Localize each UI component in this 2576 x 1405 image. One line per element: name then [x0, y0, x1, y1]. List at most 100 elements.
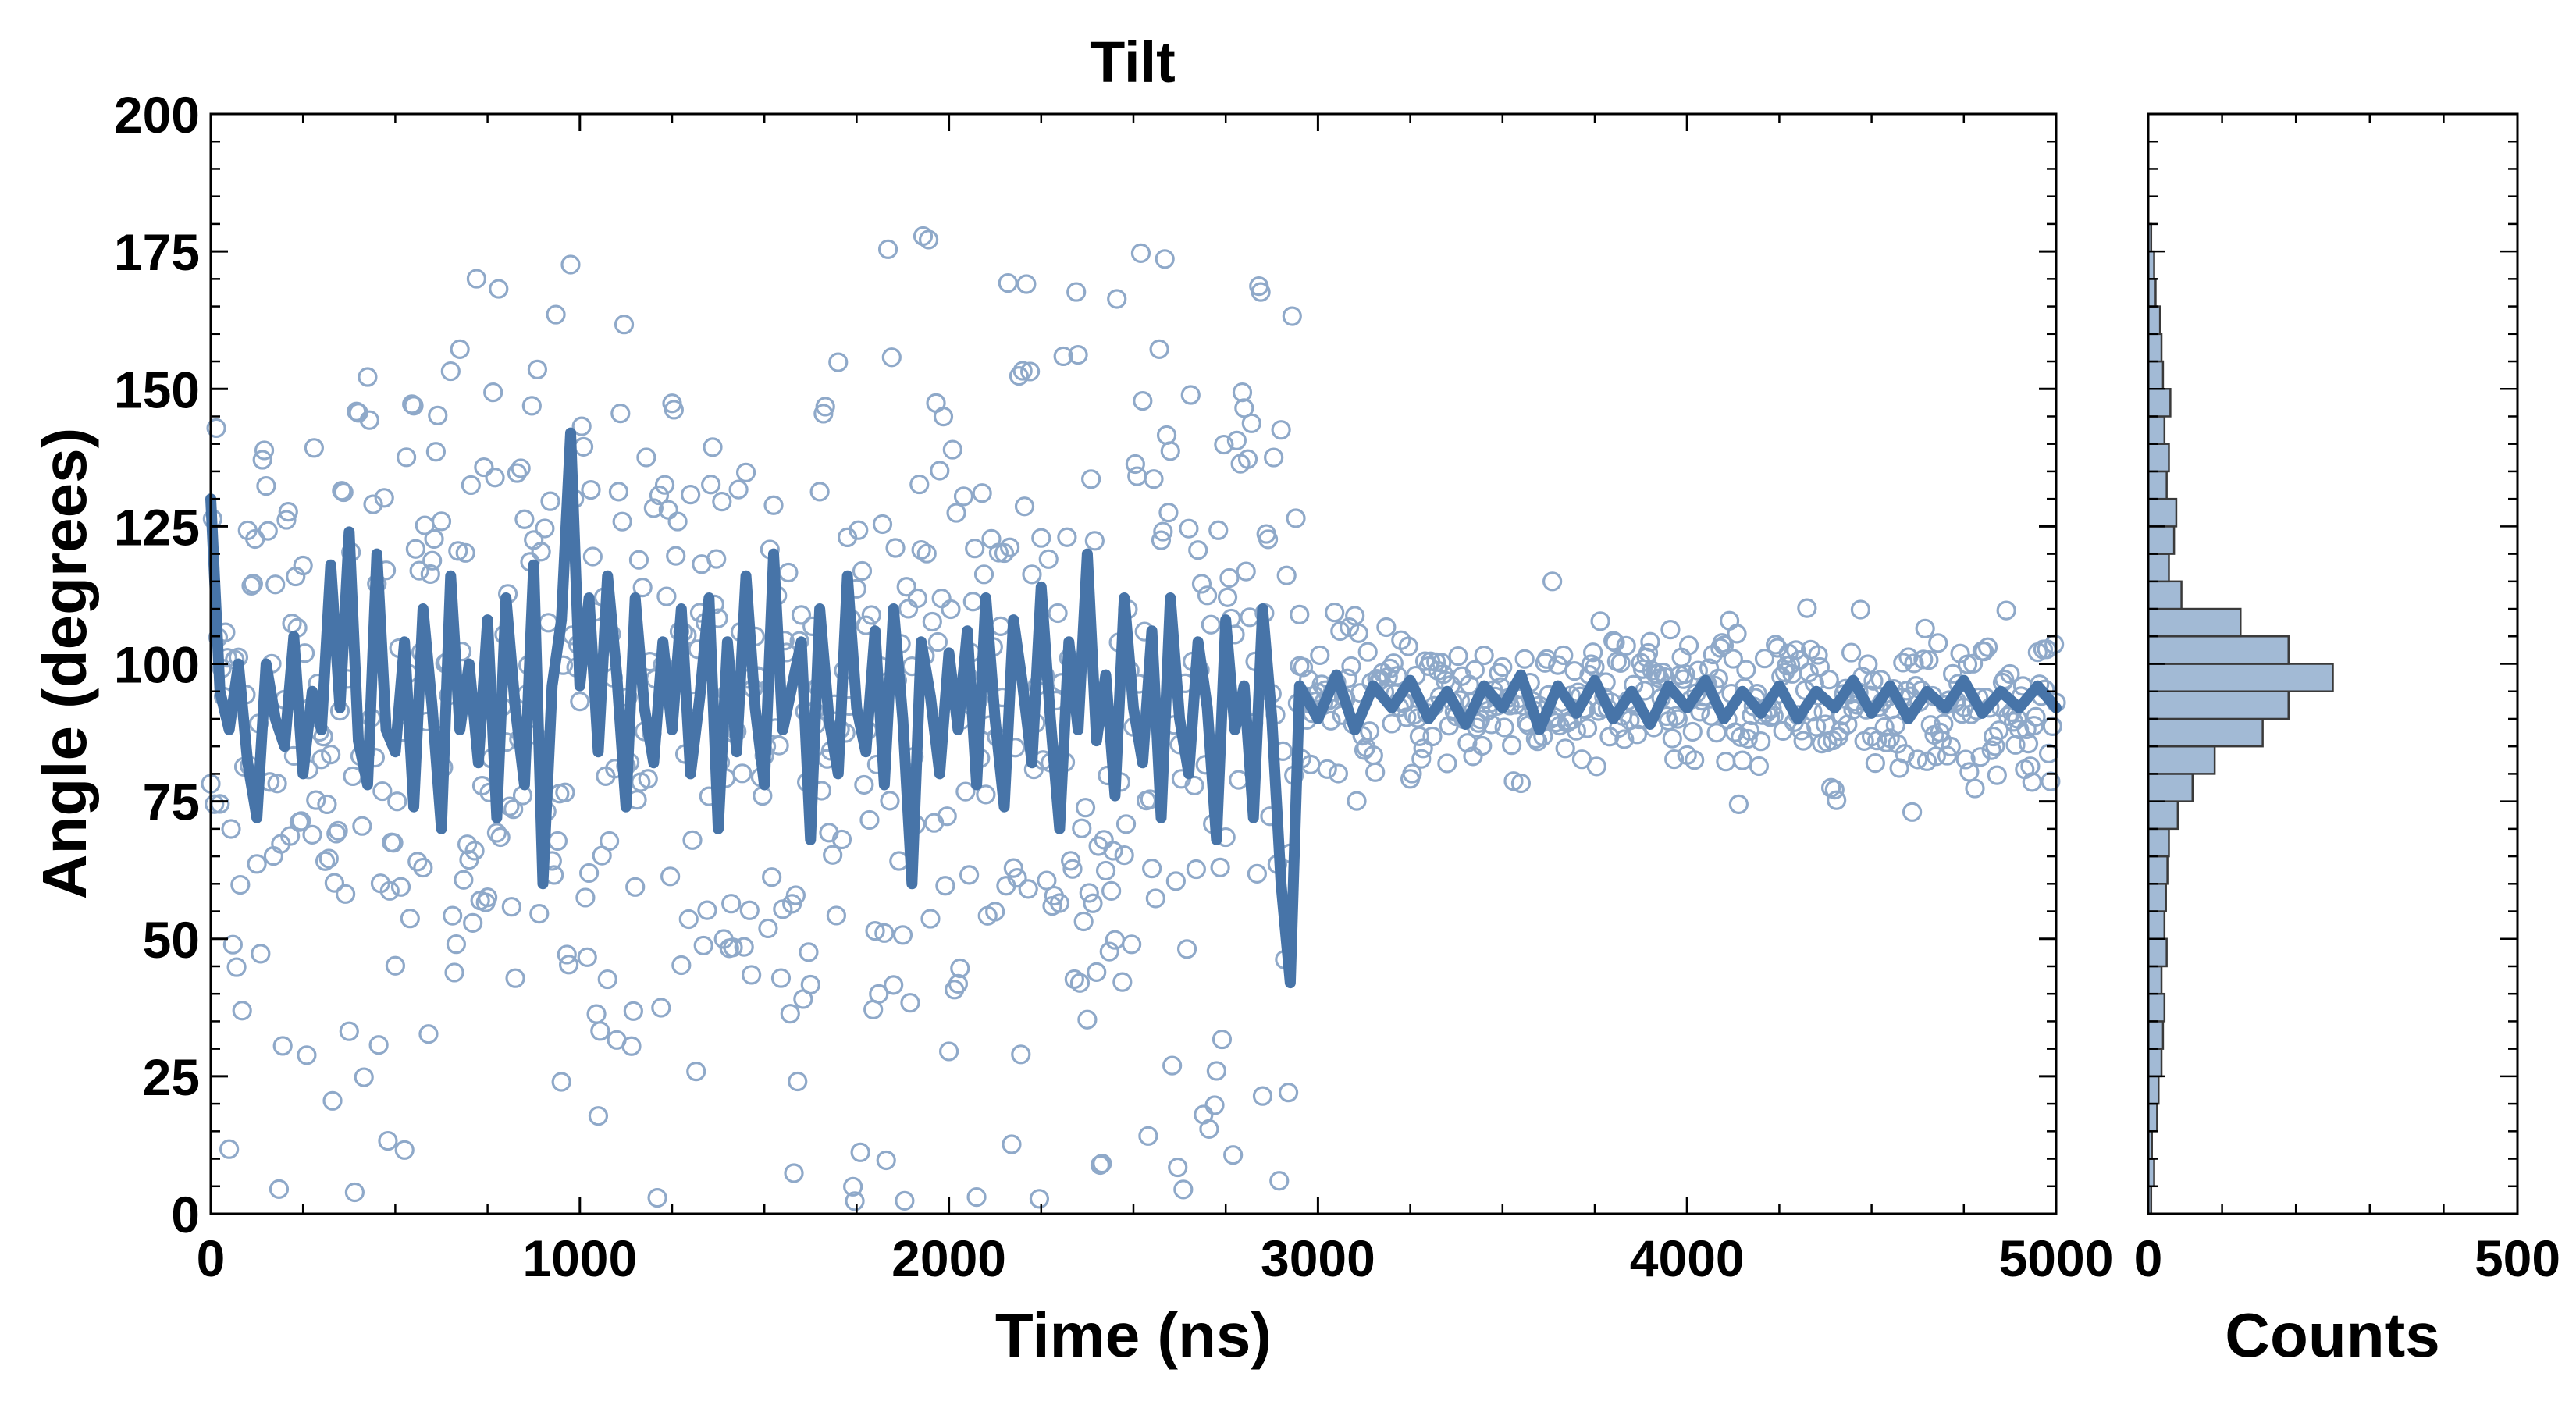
- scatter-point: [1675, 663, 1695, 685]
- scatter-point: [1234, 398, 1254, 418]
- scatter-point: [780, 1004, 800, 1024]
- scatter-point: [1037, 870, 1057, 891]
- scatter-point: [1955, 749, 1976, 770]
- scatter-point: [2022, 772, 2042, 792]
- scatter-point: [2009, 719, 2030, 740]
- scatter-point: [272, 1036, 293, 1056]
- scatter-point: [896, 577, 916, 597]
- scatter-point: [1062, 859, 1083, 879]
- scatter-point: [1217, 587, 1238, 607]
- scatter-point: [1186, 859, 1206, 880]
- scatter-point: [2000, 663, 2020, 685]
- scatter-point: [1145, 888, 1165, 909]
- scatter-point: [1809, 656, 1831, 678]
- scatter-point: [1066, 282, 1087, 302]
- scatter-point: [625, 877, 646, 897]
- scatter-point: [1893, 653, 1913, 673]
- scatter-point: [1590, 611, 1610, 631]
- scatter-point: [1448, 646, 1468, 667]
- scatter-point: [884, 975, 904, 995]
- scatter-point: [721, 894, 742, 914]
- scatter-point: [379, 880, 400, 901]
- scatter-point: [1411, 749, 1432, 769]
- scatter-point: [400, 909, 420, 929]
- scatter-point: [681, 485, 701, 505]
- scatter-point: [1542, 571, 1563, 592]
- scatter-point: [1863, 670, 1884, 691]
- scatter-point: [931, 589, 952, 609]
- scatter-point: [443, 905, 463, 926]
- scatter-point: [570, 692, 590, 712]
- histogram-bar: [2147, 827, 2170, 858]
- scatter-point: [535, 518, 555, 539]
- scatter-point: [623, 1001, 643, 1021]
- scatter-point: [551, 1072, 571, 1092]
- scatter-point: [1236, 561, 1256, 582]
- scatter-point: [588, 1106, 609, 1126]
- scatter-point: [1016, 274, 1037, 294]
- scatter-point: [252, 450, 272, 470]
- scatter-point: [898, 599, 919, 619]
- scatter-point: [1712, 633, 1732, 653]
- y-tick-label: 25: [143, 1048, 200, 1106]
- histogram-bar: [2147, 497, 2178, 528]
- scatter-point: [547, 831, 568, 852]
- scatter-point: [206, 418, 226, 439]
- scatter-point: [953, 486, 974, 507]
- scatter-point: [474, 457, 494, 478]
- scatter-point: [489, 279, 509, 299]
- x-axis-label: Time (ns): [995, 1300, 1272, 1370]
- scatter-point: [907, 588, 928, 609]
- scatter-point: [1682, 721, 1703, 742]
- scatter-point: [1079, 883, 1099, 903]
- scatter-point: [1736, 660, 1756, 680]
- scatter-point: [529, 904, 550, 924]
- scatter-point: [831, 829, 852, 850]
- scatter-point: [539, 613, 559, 633]
- scatter-point: [1974, 642, 1994, 662]
- scatter-point: [1928, 633, 1948, 653]
- scatter-point: [431, 511, 452, 532]
- scatter-point: [581, 479, 601, 500]
- scatter-point: [1365, 762, 1386, 782]
- scatter-point: [339, 1021, 359, 1041]
- scatter-point: [941, 599, 961, 620]
- scatter-point: [826, 905, 846, 926]
- histogram-bar: [2147, 663, 2334, 692]
- histogram-bar: [2147, 883, 2167, 912]
- scatter-point: [1007, 868, 1027, 888]
- scatter-point: [651, 998, 671, 1018]
- scatter-point: [1919, 650, 1939, 670]
- scatter-point: [1870, 670, 1891, 690]
- scatter-point: [394, 1140, 415, 1160]
- scatter-point: [1084, 531, 1105, 551]
- scatter-point: [885, 538, 906, 558]
- scatter-point: [1902, 802, 1923, 822]
- scatter-point: [1012, 361, 1033, 381]
- scatter-point: [1208, 520, 1229, 540]
- scatter-point: [503, 799, 524, 820]
- scatter-point: [854, 774, 874, 795]
- scatter-point: [232, 1001, 252, 1021]
- scatter-point: [1678, 635, 1699, 656]
- y-tick-label: 50: [143, 911, 200, 969]
- scatter-point: [1011, 1044, 1031, 1065]
- scatter-point: [1212, 1029, 1233, 1050]
- scatter-point: [610, 403, 631, 424]
- scatter-point: [654, 475, 675, 495]
- scatter-point: [582, 546, 603, 567]
- scatter-point: [1548, 655, 1568, 675]
- scatter-point: [343, 766, 363, 787]
- scatter-point: [742, 965, 762, 985]
- histogram-bar: [2147, 745, 2216, 775]
- scatter-point: [247, 854, 267, 874]
- scatter-point: [405, 539, 426, 559]
- scatter-point: [1138, 1126, 1158, 1146]
- scatter-point: [1247, 863, 1267, 884]
- scatter-point: [600, 831, 620, 852]
- scatter-point: [221, 819, 241, 839]
- scatter-point: [1014, 496, 1035, 517]
- scatter-point: [1201, 614, 1221, 635]
- scatter-point: [621, 1036, 642, 1056]
- scatter-point: [540, 491, 560, 511]
